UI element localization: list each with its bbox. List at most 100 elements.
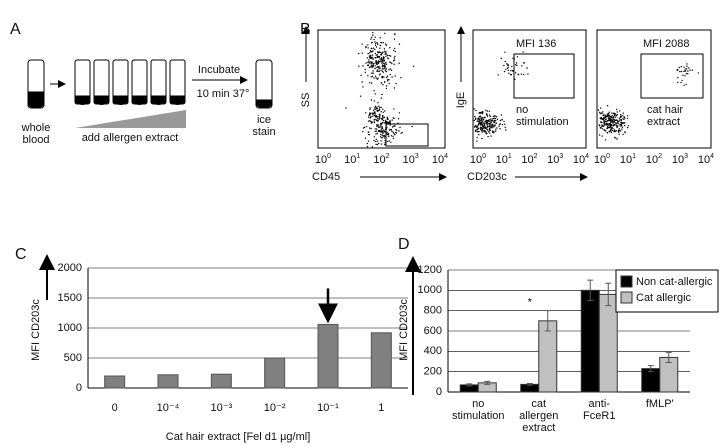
event-dot [526, 67, 528, 69]
event-dot [379, 58, 381, 60]
event-dot [383, 48, 386, 50]
event-dot [684, 75, 686, 77]
event-dot [504, 123, 506, 126]
bar [538, 320, 558, 393]
tick-base: 10 [315, 154, 327, 166]
event-dot [374, 65, 376, 67]
event-dot [474, 126, 476, 128]
event-dot [626, 117, 629, 120]
event-dot [370, 82, 373, 84]
tick-exp: 2 [386, 153, 390, 160]
event-dot [376, 107, 378, 110]
event-dot [368, 120, 370, 122]
event-dot [479, 111, 481, 114]
event-dot [370, 38, 372, 40]
event-dot [604, 139, 607, 141]
tick-label: 104 [432, 153, 448, 166]
event-dot [387, 118, 389, 120]
event-dot [378, 74, 381, 76]
event-dot [366, 57, 368, 59]
event-dot [383, 137, 386, 139]
event-dot [369, 55, 371, 57]
event-dot [516, 64, 518, 67]
event-dot [381, 51, 383, 53]
event-dot [390, 135, 393, 137]
bar [210, 373, 232, 389]
event-dot [608, 117, 610, 120]
event-dot [389, 47, 391, 49]
event-dot [384, 81, 386, 84]
y-tick-label: 1000 [58, 322, 82, 334]
legend [615, 269, 719, 313]
event-dot [373, 38, 375, 41]
event-dot [475, 109, 477, 112]
tick-label: 102 [373, 153, 389, 166]
error-bar [466, 383, 473, 387]
event-dot [380, 53, 383, 55]
event-dot [608, 126, 610, 129]
event-dot [606, 132, 609, 134]
event-dot [620, 113, 622, 116]
gate [385, 123, 429, 147]
event-dot [378, 68, 380, 70]
event-dot [379, 67, 381, 69]
event-dot [397, 118, 400, 120]
text: Incubate [198, 64, 240, 76]
event-dot [379, 47, 381, 49]
event-dot [474, 118, 477, 121]
event-dot [500, 114, 503, 116]
event-dot [504, 51, 506, 53]
event-dot [473, 119, 475, 122]
tick-label: 104 [698, 153, 714, 166]
event-dot [372, 47, 375, 49]
event-dot [492, 123, 494, 126]
event-dot [483, 129, 485, 132]
x-tick-label: 10⁻² [264, 402, 286, 414]
text-line: no [472, 398, 484, 410]
event-dot [374, 48, 376, 51]
y-tick-label: 200 [424, 366, 442, 378]
event-dot [611, 114, 614, 117]
event-dot [368, 116, 370, 119]
event-dot [620, 124, 622, 126]
text-line: FceR1 [583, 410, 615, 422]
event-dot [382, 119, 385, 122]
event-dot [479, 122, 482, 124]
event-dot [602, 125, 604, 127]
event-dot [383, 122, 385, 124]
event-dot [385, 55, 387, 57]
tick-base: 10 [344, 154, 356, 166]
event-dot [377, 43, 379, 46]
event-dot [400, 77, 402, 79]
event-dot [377, 62, 380, 64]
event-dot [379, 126, 381, 129]
event-dot [507, 69, 509, 72]
plot-frame [596, 29, 712, 149]
event-dot [364, 68, 366, 71]
event-dot [512, 70, 514, 72]
event-dot [376, 132, 378, 134]
legend-label: Cat allergic [636, 292, 692, 304]
event-dot [382, 68, 384, 70]
event-dot [370, 128, 372, 130]
event-dot [385, 85, 388, 87]
event-dot [389, 122, 391, 124]
event-dot [496, 127, 498, 129]
event-dot [607, 124, 609, 126]
event-dot [386, 76, 388, 79]
event-dot [378, 108, 381, 110]
event-dot [481, 127, 483, 130]
event-dot [614, 130, 617, 132]
event-dot [601, 127, 603, 130]
event-dot [602, 118, 604, 120]
gradient [75, 110, 186, 128]
event-dot [376, 61, 378, 63]
event-dot [503, 64, 505, 67]
event-dot [394, 55, 396, 58]
event-dot [609, 118, 611, 120]
error-bar [587, 279, 594, 301]
event-dot [393, 108, 395, 110]
mfi: MFI 136 [516, 38, 556, 50]
event-dot [476, 129, 478, 131]
event-dot [370, 61, 373, 63]
